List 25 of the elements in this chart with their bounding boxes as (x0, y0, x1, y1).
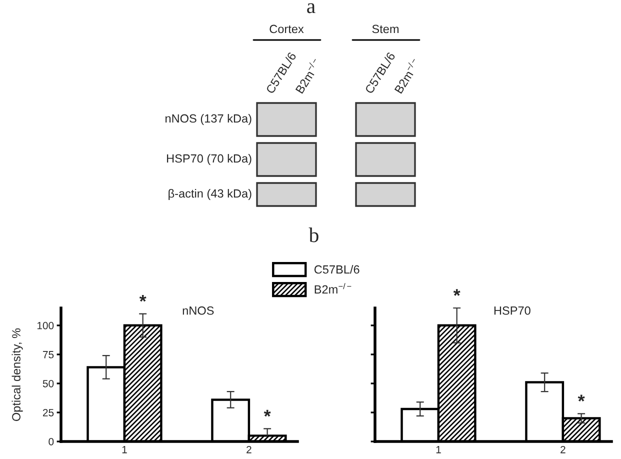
text: b (308, 228, 318, 242)
legend-label: C57BL/6 (314, 265, 360, 274)
y-tick-label: 100 (37, 322, 54, 330)
chart-title: HSP70 (494, 306, 530, 315)
x-tick-label: 1 (436, 446, 441, 454)
annotation: * (264, 410, 271, 417)
x-tick-label: 1 (122, 446, 127, 454)
annotation: * (578, 394, 585, 402)
y-tick-label: 0 (48, 438, 54, 446)
x-tick-label: 2 (560, 446, 566, 454)
x-tick-label: 2 (246, 446, 252, 454)
chart-title: nNOS (182, 306, 214, 315)
text: Stem (372, 24, 398, 34)
annotation: * (453, 289, 460, 296)
text: Cortex (270, 24, 304, 34)
category-label: β-actin (43 kDa) (168, 188, 252, 200)
annotation: * (139, 294, 146, 302)
y-tick-label: 75 (43, 351, 54, 358)
category-label: HSP70 (70 kDa) (167, 154, 252, 165)
legend-label: B2m$^{−/−}$ (314, 283, 352, 294)
y-axis-title: Optical density, % (12, 328, 23, 421)
y-tick-label: 25 (42, 408, 54, 416)
y-tick-label: 50 (42, 380, 54, 388)
category-label: nNOS (137 kDa) (166, 114, 252, 125)
text: a (307, 3, 316, 14)
